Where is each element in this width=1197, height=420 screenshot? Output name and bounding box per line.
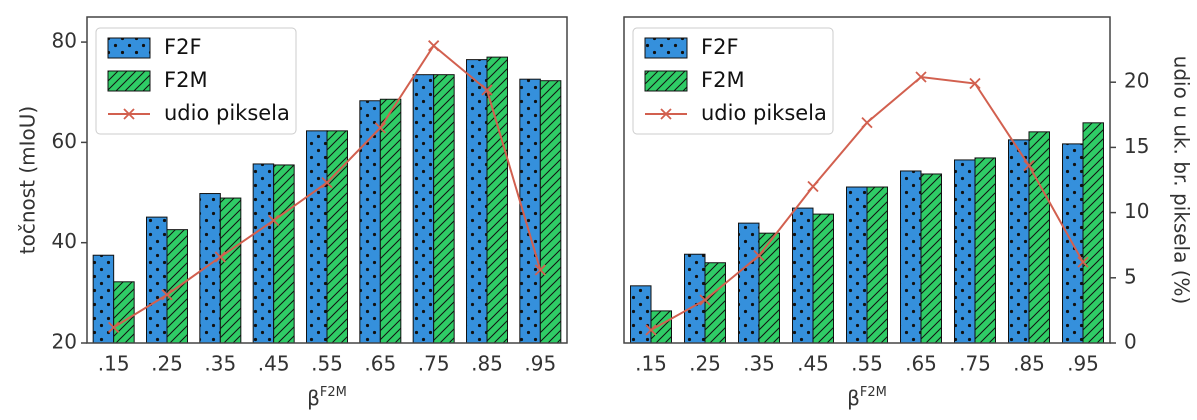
x-axis-label-sup: F2M [320, 385, 347, 400]
legend-label: udio piksela [164, 101, 290, 125]
x-tick-label: .95 [1067, 352, 1099, 376]
x-tick-label: .85 [1013, 352, 1045, 376]
bar [738, 222, 760, 344]
legend-swatch [107, 37, 151, 59]
bar [466, 59, 488, 344]
y2-axis-label: udio u uk. br. piksela (%) [1170, 56, 1194, 305]
bar [539, 80, 562, 344]
x-tick-label: .35 [743, 352, 775, 376]
x-tick-label: .15 [635, 352, 667, 376]
bar [920, 173, 942, 344]
marker [321, 176, 333, 189]
bar [146, 216, 168, 344]
marker [214, 251, 226, 263]
x-tick-label: .65 [364, 352, 396, 376]
bar [252, 163, 275, 344]
marker [374, 122, 386, 134]
x-tick-label: .45 [797, 352, 829, 376]
y2-tick-label: 10 [1124, 199, 1149, 223]
marker [481, 84, 493, 96]
x-tick-label: .95 [524, 352, 556, 376]
plot-frame [86, 16, 568, 344]
legend-swatch [644, 37, 688, 59]
bar [954, 159, 976, 344]
marker [969, 77, 981, 90]
marker [268, 214, 280, 227]
plot-frame [623, 16, 1111, 344]
bar [630, 285, 652, 344]
bar [273, 164, 295, 344]
x-axis-label: βF2M [847, 385, 887, 410]
x-axis-label-sup: F2M [860, 385, 887, 400]
bar [326, 130, 348, 344]
x-axis-label-base: β [307, 386, 320, 410]
bar [812, 213, 834, 344]
bar [866, 186, 888, 344]
bar [846, 186, 868, 344]
y2-tick-label: 20 [1124, 69, 1149, 93]
bar [219, 197, 242, 344]
legend-label: F2F [164, 35, 202, 59]
bar [1008, 139, 1030, 344]
bar [900, 170, 922, 344]
y-axis-label: točnost (mIoU) [16, 106, 40, 254]
x-axis-label: βF2M [307, 385, 347, 410]
legend-swatch [644, 70, 688, 92]
marker [534, 264, 546, 276]
x-tick-label: .55 [851, 352, 883, 376]
y-tick-label: 80 [52, 29, 77, 53]
bar [433, 74, 455, 344]
marker [161, 289, 173, 301]
marker [753, 249, 765, 262]
bar [684, 253, 706, 344]
bar [974, 157, 996, 344]
x-tick-label: .55 [311, 352, 343, 376]
x-tick-label: .65 [905, 352, 937, 376]
bar [379, 98, 402, 344]
marker [807, 180, 819, 193]
y-tick-label: 40 [52, 229, 77, 253]
x-tick-label: .75 [418, 352, 450, 376]
legend-label: udio piksela [701, 101, 827, 125]
marker [1023, 160, 1035, 172]
x-tick-label: .15 [98, 352, 130, 376]
y2-tick-label: 15 [1124, 134, 1149, 158]
y-tick-label: 20 [52, 330, 77, 354]
bar [792, 207, 814, 344]
bar [306, 130, 328, 344]
x-tick-label: .45 [258, 352, 290, 376]
legend-marker [660, 108, 672, 120]
legend-swatch [107, 70, 151, 92]
bar [113, 281, 135, 344]
marker [645, 324, 657, 336]
x-tick-label: .25 [151, 352, 183, 376]
marker [699, 294, 711, 306]
bar [1082, 122, 1104, 344]
y-tick-label: 60 [52, 129, 77, 153]
x-tick-label: .35 [204, 352, 236, 376]
bar [412, 74, 435, 344]
x-axis-label-base: β [847, 386, 860, 410]
bar [758, 232, 780, 344]
y2-tick-label: 5 [1124, 264, 1137, 288]
legend-label: F2M [164, 68, 208, 92]
marker [861, 116, 873, 129]
x-tick-label: .85 [471, 352, 503, 376]
marker [915, 71, 927, 83]
marker [428, 40, 440, 52]
legend-marker [123, 108, 135, 120]
x-tick-label: .75 [959, 352, 991, 376]
y2-tick-label: 0 [1124, 330, 1137, 354]
marker [1077, 256, 1089, 268]
legend-label: F2M [701, 68, 745, 92]
x-tick-label: .25 [689, 352, 721, 376]
legend-label: F2F [701, 35, 739, 59]
marker [108, 321, 120, 333]
